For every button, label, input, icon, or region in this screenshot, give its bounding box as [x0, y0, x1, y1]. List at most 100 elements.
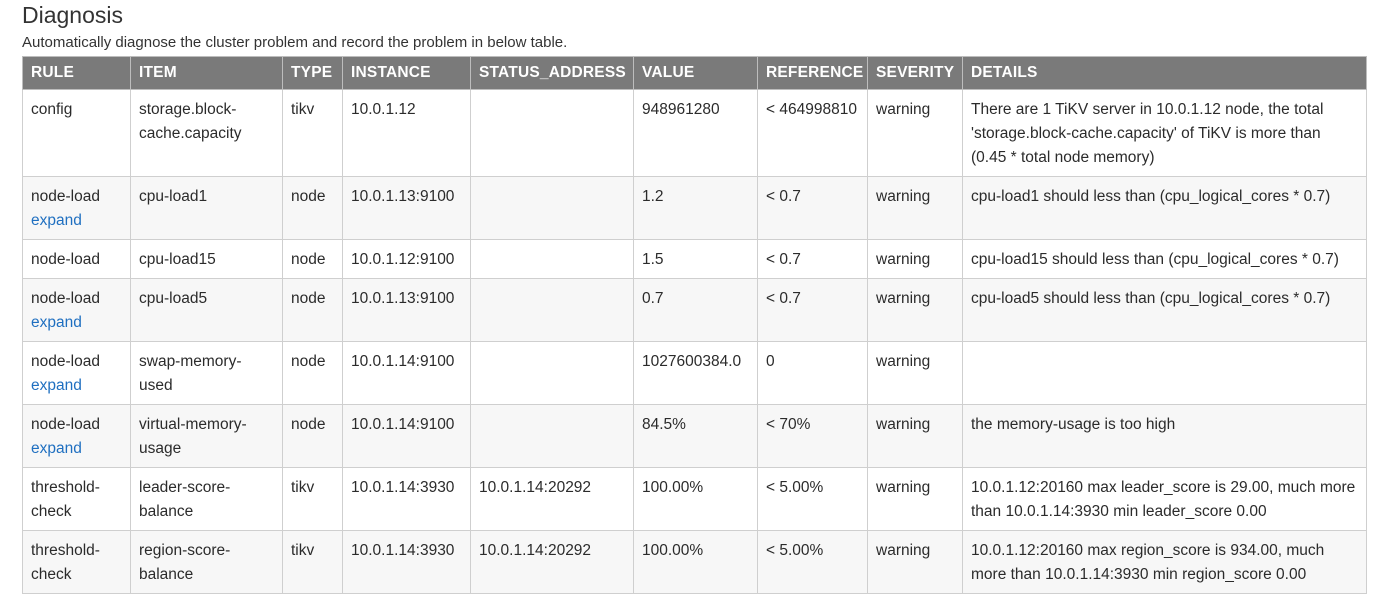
header-item: ITEM: [130, 56, 283, 90]
cell-severity: warning: [867, 467, 963, 531]
cell-rule-text: node-load: [31, 188, 100, 205]
cell-value-text: 948961280: [642, 101, 720, 118]
cell-type: node: [282, 341, 343, 405]
cell-instance: 10.0.1.12:9100: [342, 239, 471, 279]
cell-value: 1027600384.0: [633, 341, 758, 405]
table-row: threshold-check leader-score-balance tikv 1…: [22, 467, 1367, 531]
cell-severity-text: warning: [876, 251, 931, 268]
cell-item-text: virtual-memory-usage: [139, 416, 247, 457]
cell-details-text: 10.0.1.12:20160 max leader_score is 29.0…: [971, 479, 1356, 520]
cell-severity: warning: [867, 341, 963, 405]
cell-value: 84.5%: [633, 404, 758, 468]
cell-instance: 10.0.1.14:9100: [342, 404, 471, 468]
cell-type-text: node: [291, 353, 326, 370]
cell-instance: 10.0.1.13:9100: [342, 278, 471, 342]
cell-rule: node-load expand: [22, 176, 131, 240]
cell-status-address: [470, 89, 634, 177]
cell-item: region-score-balance: [130, 530, 283, 594]
cell-item: leader-score-balance: [130, 467, 283, 531]
cell-type-text: node: [291, 416, 326, 433]
cell-details: cpu-load5 should less than (cpu_logical_…: [962, 278, 1367, 342]
cell-value: 1.5: [633, 239, 758, 279]
cell-type-text: tikv: [291, 479, 315, 496]
cell-type: tikv: [282, 530, 343, 594]
cell-type: node: [282, 239, 343, 279]
cell-status-address: [470, 239, 634, 279]
cell-value-text: 1.2: [642, 188, 664, 205]
table-row: node-load expand cpu-load1 node 10.0.1.13:91…: [22, 176, 1367, 240]
cell-instance-text: 10.0.1.12: [351, 101, 416, 118]
cell-rule-text: node-load: [31, 290, 100, 307]
table-row: node-load cpu-load15 node 10.0.1.12:9100 1.5…: [22, 239, 1367, 279]
cell-severity: warning: [867, 530, 963, 594]
cell-status-address: 10.0.1.14:20292: [470, 530, 634, 594]
cell-value: 1.2: [633, 176, 758, 240]
cell-severity-text: warning: [876, 101, 931, 118]
cell-severity: warning: [867, 239, 963, 279]
cell-details: 10.0.1.12:20160 max leader_score is 29.0…: [962, 467, 1367, 531]
cell-item: cpu-load5: [130, 278, 283, 342]
cell-reference: 0: [757, 341, 868, 405]
cell-item-text: swap-memory-used: [139, 353, 242, 394]
expand-link[interactable]: expand: [31, 212, 82, 229]
cell-status-address-text: 10.0.1.14:20292: [479, 542, 592, 559]
table-header-row: RULE ITEM TYPE INSTANCE STATUS_ADDRESS V…: [22, 56, 1367, 90]
cell-details: 10.0.1.12:20160 max region_score is 934.…: [962, 530, 1367, 594]
cell-instance: 10.0.1.14:3930: [342, 530, 471, 594]
table-row: threshold-check region-score-balance tikv 1…: [22, 530, 1367, 594]
cell-severity-text: warning: [876, 542, 931, 559]
cell-details: There are 1 TiKV server in 10.0.1.12 nod…: [962, 89, 1367, 177]
cell-details-text: cpu-load1 should less than (cpu_logical_…: [971, 188, 1331, 205]
table-row: config storage.block-cache.capacity tikv 10…: [22, 89, 1367, 177]
cell-severity: warning: [867, 89, 963, 177]
cell-instance: 10.0.1.14:3930: [342, 467, 471, 531]
cell-item: cpu-load15: [130, 239, 283, 279]
cell-item-text: leader-score-balance: [139, 479, 231, 520]
cell-reference-text: < 70%: [766, 416, 811, 433]
cell-value-text: 84.5%: [642, 416, 686, 433]
cell-reference-text: < 5.00%: [766, 542, 824, 559]
cell-reference: < 70%: [757, 404, 868, 468]
cell-details-text: cpu-load5 should less than (cpu_logical_…: [971, 290, 1331, 307]
cell-reference: < 5.00%: [757, 530, 868, 594]
cell-details-text: 10.0.1.12:20160 max region_score is 934.…: [971, 542, 1325, 583]
cell-item: virtual-memory-usage: [130, 404, 283, 468]
cell-type-text: node: [291, 251, 326, 268]
cell-status-address: [470, 278, 634, 342]
cell-details-text: the memory-usage is too high: [971, 416, 1176, 433]
cell-instance-text: 10.0.1.14:3930: [351, 542, 455, 559]
cell-value-text: 1.5: [642, 251, 664, 268]
diagnosis-table: RULE ITEM TYPE INSTANCE STATUS_ADDRESS V…: [22, 56, 1367, 594]
cell-instance: 10.0.1.12: [342, 89, 471, 177]
cell-type-text: tikv: [291, 542, 315, 559]
header-type: TYPE: [282, 56, 343, 90]
cell-value-text: 0.7: [642, 290, 664, 307]
cell-severity-text: warning: [876, 416, 931, 433]
cell-rule-text: threshold-check: [31, 479, 100, 520]
cell-reference-text: < 0.7: [766, 251, 801, 268]
expand-link[interactable]: expand: [31, 377, 82, 394]
cell-rule: node-load expand: [22, 278, 131, 342]
page-title: Diagnosis: [22, 2, 123, 28]
cell-value: 0.7: [633, 278, 758, 342]
cell-instance-text: 10.0.1.14:9100: [351, 416, 455, 433]
expand-link[interactable]: expand: [31, 314, 82, 331]
cell-instance-text: 10.0.1.14:3930: [351, 479, 455, 496]
cell-reference-text: < 0.7: [766, 290, 801, 307]
cell-status-address-text: 10.0.1.14:20292: [479, 479, 592, 496]
cell-reference: < 5.00%: [757, 467, 868, 531]
cell-severity-text: warning: [876, 290, 931, 307]
cell-type-text: node: [291, 290, 326, 307]
cell-reference: < 464998810: [757, 89, 868, 177]
cell-status-address: 10.0.1.14:20292: [470, 467, 634, 531]
table-row: node-load expand virtual-memory-usage node 1…: [22, 404, 1367, 468]
cell-severity: warning: [867, 176, 963, 240]
cell-value: 100.00%: [633, 467, 758, 531]
cell-details: cpu-load1 should less than (cpu_logical_…: [962, 176, 1367, 240]
cell-type: tikv: [282, 467, 343, 531]
expand-link[interactable]: expand: [31, 440, 82, 457]
cell-item-text: cpu-load5: [139, 290, 208, 307]
cell-value: 948961280: [633, 89, 758, 177]
cell-rule: threshold-check: [22, 530, 131, 594]
cell-details: the memory-usage is too high: [962, 404, 1367, 468]
